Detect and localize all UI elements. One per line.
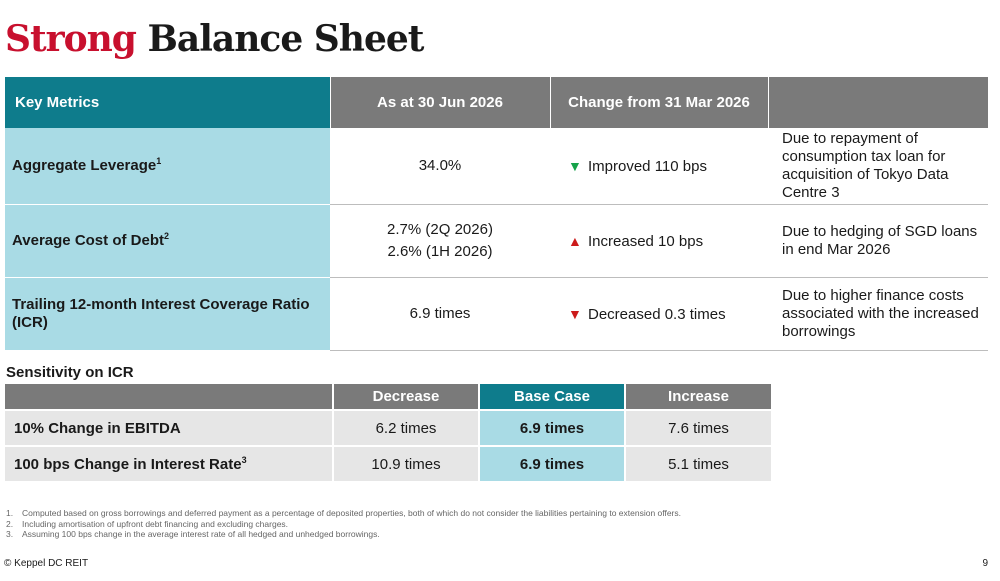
header-as-at: As at 30 Jun 2026 (330, 77, 551, 128)
cell-base-case: 6.9 times (479, 409, 626, 446)
row-label-text: Aggregate Leverage (12, 157, 157, 174)
header-notes (768, 77, 989, 128)
row-note: Due to hedging of SGD loans in end Mar 2… (768, 204, 988, 278)
row-label-ebitda: 10% Change in EBITDA (5, 409, 334, 446)
footnote-number: 2. (6, 518, 14, 529)
row-label-interest-rate: 100 bps Change in Interest Rate3 (5, 445, 334, 481)
footnote-item: 1. Computed based on gross borrowings and… (6, 508, 906, 519)
title-main: Balance Sheet (147, 18, 425, 60)
cell-increase: 7.6 times (625, 409, 773, 446)
footnote-text: Assuming 100 bps change in the average i… (22, 529, 380, 539)
footnote-item: 2. Including amortisation of upfront debt… (6, 519, 906, 530)
value-line: 2.6% (1H 2026) (387, 243, 493, 260)
table-row: 10% Change in EBITDA 6.2 times 6.9 times… (5, 409, 773, 446)
triangle-down-icon: ▼ (568, 157, 582, 174)
change-text: Increased 10 bps (588, 232, 704, 250)
cell-increase: 5.1 times (625, 445, 773, 481)
table-row: Average Cost of Debt2 2.7% (2Q 2026) 2.6… (5, 204, 988, 278)
row-note: Due to higher finance costs associated w… (768, 277, 988, 351)
cell-decrease: 6.2 times (333, 409, 480, 446)
header-blank (5, 384, 334, 410)
triangle-up-icon: ▲ (568, 232, 582, 249)
table-header-row: Key Metrics As at 30 Jun 2026 Change fro… (5, 77, 989, 128)
row-change: ▲ Increased 10 bps (550, 204, 768, 278)
sensitivity-heading: Sensitivity on ICR (6, 364, 134, 381)
row-label-average-cost-of-debt: Average Cost of Debt2 (5, 204, 330, 278)
value-line: 2.7% (2Q 2026) (387, 221, 493, 238)
row-change: ▼ Decreased 0.3 times (550, 277, 768, 351)
footnote-ref: 3 (241, 454, 247, 465)
page-title: Strong Balance Sheet (5, 18, 425, 60)
footnotes: 1. Computed based on gross borrowings and… (6, 508, 906, 540)
table-header-row: Decrease Base Case Increase (5, 384, 773, 410)
change-text: Decreased 0.3 times (588, 305, 726, 323)
row-label-aggregate-leverage: Aggregate Leverage1 (5, 128, 330, 205)
page-number: 9 (982, 558, 988, 569)
table-row: Aggregate Leverage1 34.0% ▼ Improved 110 … (5, 128, 988, 205)
row-note: Due to repayment of consumption tax loan… (768, 128, 988, 205)
header-change: Change from 31 Mar 2026 (550, 77, 769, 128)
change-text: Improved 110 bps (588, 157, 707, 175)
header-decrease: Decrease (333, 384, 480, 410)
row-label-text: 10% Change in EBITDA (14, 419, 181, 437)
table-row: 100 bps Change in Interest Rate3 10.9 ti… (5, 445, 773, 481)
key-metrics-table: Key Metrics As at 30 Jun 2026 Change fro… (5, 77, 989, 351)
footnote-item: 3. Assuming 100 bps change in the average… (6, 529, 906, 540)
triangle-down-icon: ▼ (568, 305, 582, 322)
row-label-text: 100 bps Change in Interest Rate (14, 455, 242, 473)
title-accent: Strong (5, 18, 137, 60)
row-value: 6.9 times (330, 277, 550, 351)
copyright: © Keppel DC REIT (4, 558, 89, 569)
footnote-text: Computed based on gross borrowings and d… (22, 508, 681, 518)
sensitivity-table: Decrease Base Case Increase 10% Change i… (5, 384, 773, 481)
header-key-metrics: Key Metrics (5, 77, 331, 128)
table-row: Trailing 12-month Interest Coverage Rati… (5, 277, 988, 351)
row-change: ▼ Improved 110 bps (550, 128, 768, 205)
header-increase: Increase (625, 384, 773, 410)
cell-decrease: 10.9 times (333, 445, 480, 481)
footnote-number: 3. (6, 529, 14, 539)
footnote-ref: 1 (156, 156, 162, 166)
cell-base-case: 6.9 times (479, 445, 626, 481)
row-value: 34.0% (330, 128, 550, 205)
row-value: 2.7% (2Q 2026) 2.6% (1H 2026) (330, 204, 550, 278)
value-line: 34.0% (418, 157, 462, 174)
footnote-number: 1. (6, 508, 14, 518)
row-label-text: Average Cost of Debt (12, 232, 164, 249)
footnote-text: Including amortisation of upfront debt f… (22, 518, 289, 529)
footnote-ref: 2 (163, 231, 169, 241)
row-label-text: Trailing 12-month Interest Coverage Rati… (12, 296, 310, 331)
row-label-interest-coverage: Trailing 12-month Interest Coverage Rati… (5, 277, 330, 351)
value-line: 6.9 times (409, 305, 471, 322)
header-base-case: Base Case (479, 384, 626, 410)
